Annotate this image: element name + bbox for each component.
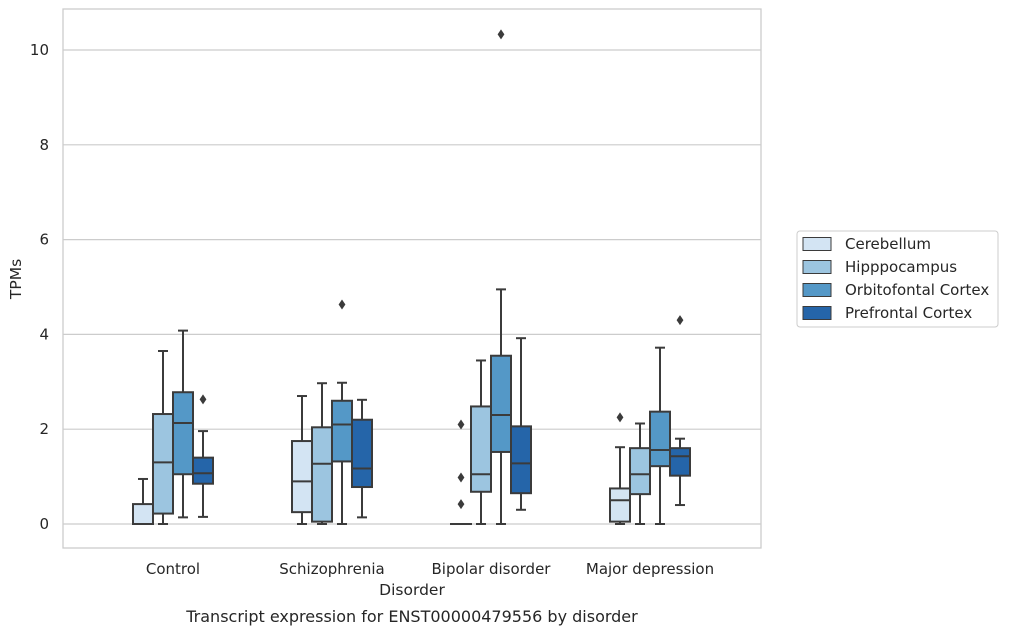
box-3-1 xyxy=(629,422,651,525)
box-body xyxy=(351,418,373,489)
box-3-0 xyxy=(609,412,631,525)
box-0-1 xyxy=(152,349,174,525)
x-tick-labels: Control Schizophrenia Bipolar disorder Majo… xyxy=(146,560,714,578)
y-tick-label-0: 0 xyxy=(39,515,49,533)
x-tick-label-0: Control xyxy=(146,560,200,578)
legend-label-2: Orbitofontal Cortex xyxy=(845,281,989,299)
outlier-point-0 xyxy=(676,315,684,326)
box-body xyxy=(669,447,691,477)
box-body xyxy=(152,413,174,515)
x-tick-label-2: Bipolar disorder xyxy=(432,560,552,578)
box-body xyxy=(490,354,512,453)
box-body xyxy=(172,391,194,476)
box-3-3 xyxy=(669,315,691,507)
box-1-2 xyxy=(331,299,353,525)
box-body xyxy=(629,447,651,496)
box-0-3 xyxy=(192,394,214,518)
box-1-0 xyxy=(291,395,313,525)
y-tick-label-4: 4 xyxy=(39,325,49,343)
legend-swatch-3 xyxy=(802,306,832,320)
box-body xyxy=(331,399,353,463)
outlier-point-0 xyxy=(497,29,505,40)
outlier-point-2 xyxy=(457,499,465,510)
y-tick-labels: 0 2 4 6 8 10 xyxy=(30,41,49,533)
y-tick-label-2: 2 xyxy=(39,420,49,438)
box-body xyxy=(649,410,671,468)
x-axis-label: Disorder xyxy=(379,581,445,599)
outlier-point-0 xyxy=(457,419,465,430)
legend-label-1: Hipppocampus xyxy=(845,258,957,276)
y-tick-label-8: 8 xyxy=(39,136,49,154)
box-2-0 xyxy=(450,419,472,526)
legend-items: Cerebellum Hipppocampus Orbitofontal Corte… xyxy=(802,235,989,322)
box-2-1 xyxy=(470,359,492,525)
box-body xyxy=(291,440,313,514)
x-tick-label-3: Major depression xyxy=(586,560,714,578)
y-tick-label-10: 10 xyxy=(30,41,49,59)
box-body xyxy=(510,425,532,495)
y-tick-label-6: 6 xyxy=(39,231,49,249)
box-body xyxy=(132,503,154,526)
box-2-3 xyxy=(510,337,532,511)
outlier-point-0 xyxy=(199,394,207,405)
legend-label-3: Prefrontal Cortex xyxy=(845,304,972,322)
box-2-2 xyxy=(490,29,512,525)
x-tick-label-1: Schizophrenia xyxy=(279,560,384,578)
legend-swatch-1 xyxy=(802,260,832,274)
outlier-point-0 xyxy=(616,412,624,423)
y-axis-label: TPMs xyxy=(7,259,25,300)
box-0-2 xyxy=(172,329,194,519)
legend-swatch-0 xyxy=(802,237,832,251)
box-1-3 xyxy=(351,398,373,519)
outlier-point-1 xyxy=(457,472,465,483)
box-body xyxy=(470,405,492,493)
legend-frame xyxy=(796,230,999,328)
legend-label-0: Cerebellum xyxy=(845,235,931,253)
plot-area-frame xyxy=(62,8,762,549)
chart-caption: Transcript expression for ENST0000047955… xyxy=(185,607,638,626)
box-body xyxy=(311,426,333,523)
legend: Cerebellum Hipppocampus Orbitofontal Corte… xyxy=(796,230,999,328)
box-3-2 xyxy=(649,346,671,525)
box-body xyxy=(609,487,631,523)
box-body xyxy=(192,456,214,485)
box-series xyxy=(132,29,691,526)
legend-swatch-2 xyxy=(802,283,832,297)
box-1-1 xyxy=(311,382,333,525)
outlier-point-0 xyxy=(338,299,346,310)
box-0-0 xyxy=(132,477,154,526)
